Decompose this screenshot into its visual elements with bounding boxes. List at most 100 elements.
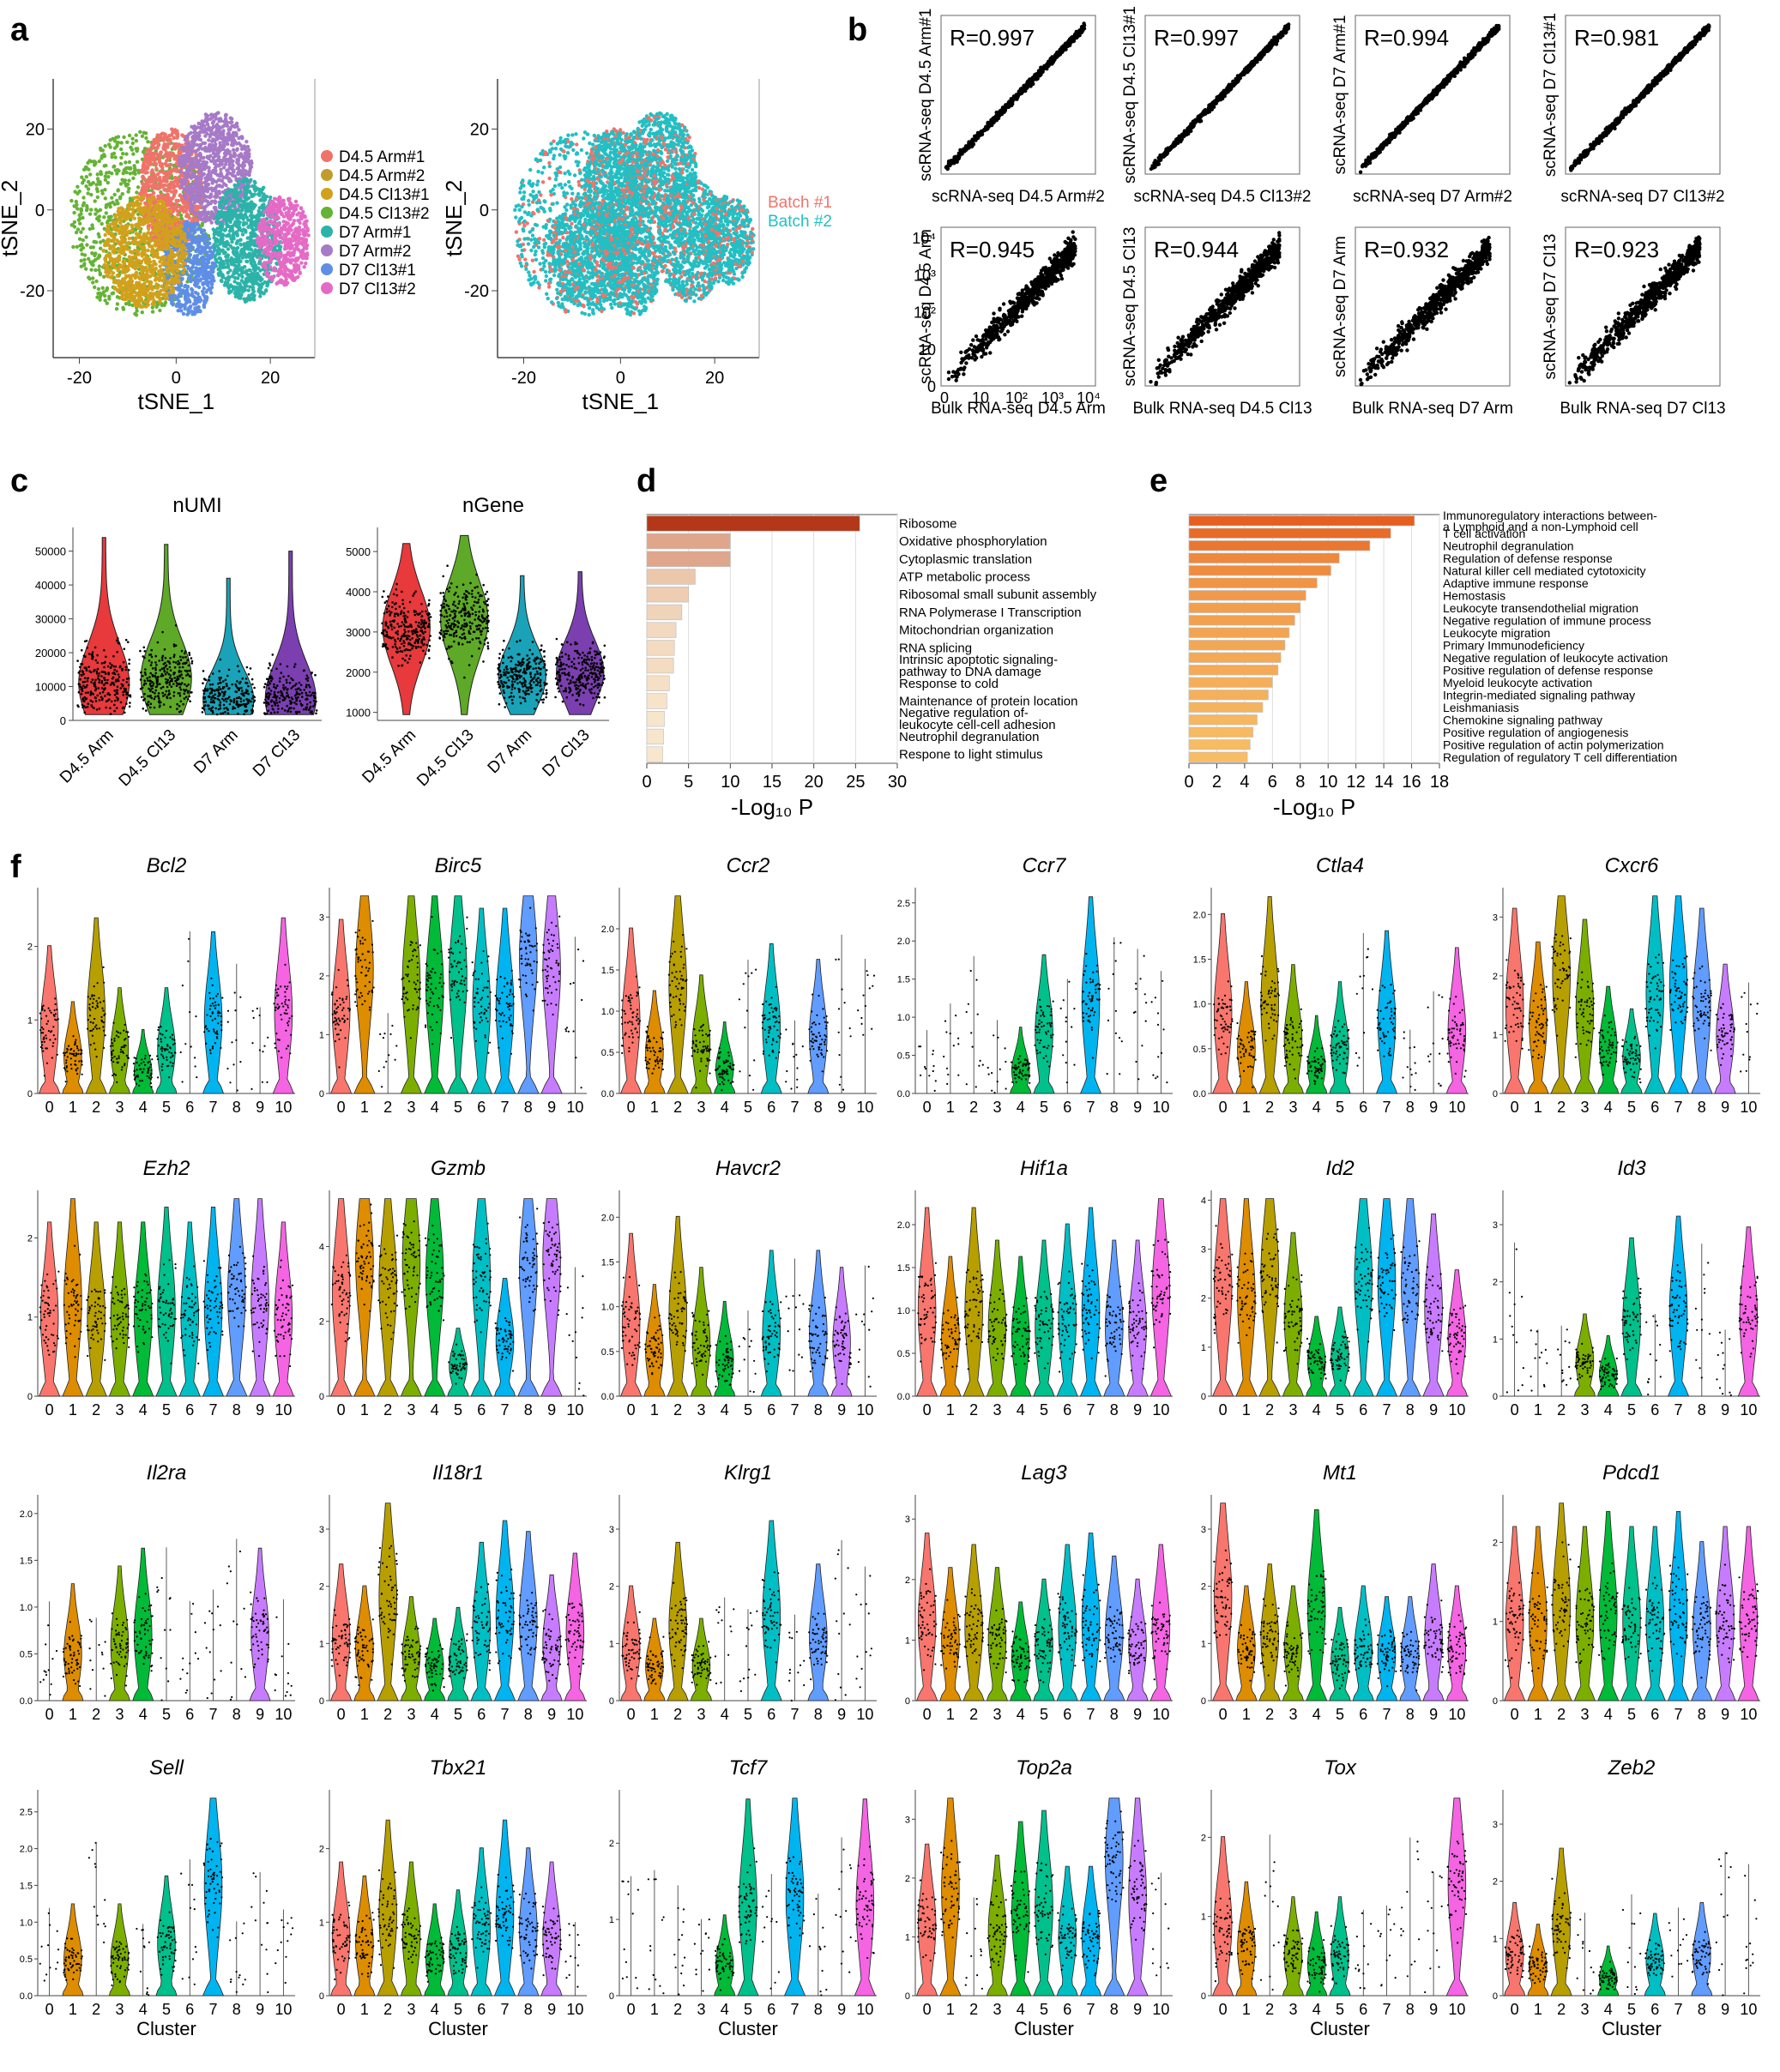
tsne-point — [257, 261, 262, 266]
tsne-point — [97, 219, 101, 223]
tsne-point — [98, 240, 103, 244]
tsne-point — [286, 257, 291, 262]
tsne-point — [267, 260, 271, 264]
tsne-point — [167, 142, 172, 146]
tsne-point — [181, 311, 186, 316]
tsne-point — [214, 215, 218, 220]
tsne-point — [187, 259, 191, 263]
tsne-point — [304, 221, 308, 226]
tsne-point — [178, 178, 183, 183]
tsne-point — [235, 232, 239, 237]
tsne-point — [243, 288, 247, 292]
tsne-point — [166, 145, 170, 149]
tsne-point — [273, 238, 277, 242]
tsne-point — [178, 193, 182, 198]
tsne-point — [136, 185, 141, 190]
tsne-point — [263, 234, 268, 239]
tsne-point — [242, 200, 246, 205]
tsne-point — [146, 224, 150, 228]
tsne-point — [145, 148, 149, 153]
tsne-point — [220, 147, 226, 152]
tsne-point — [190, 165, 195, 169]
tsne-point — [105, 301, 110, 305]
tsne-point — [91, 160, 96, 164]
tsne-point — [80, 252, 84, 256]
tsne-point — [74, 199, 79, 204]
tsne-point — [254, 219, 258, 223]
tsne-point — [106, 180, 110, 185]
tsne-point — [247, 148, 251, 153]
tsne-point — [225, 222, 229, 226]
tsne-point — [250, 216, 254, 220]
tsne-point — [116, 140, 120, 145]
tsne-point — [194, 177, 199, 181]
tsne-point — [198, 227, 203, 232]
tsne-point — [224, 112, 228, 117]
tsne-point — [159, 180, 163, 185]
tsne-point — [199, 230, 204, 235]
tsne-point — [261, 213, 266, 218]
tsne-point — [152, 137, 156, 142]
tsne-point — [158, 160, 162, 165]
tsne-point — [262, 226, 266, 230]
tsne-point — [238, 259, 243, 263]
tsne-point — [277, 196, 281, 200]
tsne-point — [113, 168, 118, 172]
tsne-point — [232, 138, 237, 142]
tsne-point — [205, 244, 209, 248]
tsne-point — [255, 214, 259, 218]
tsne-point — [281, 220, 286, 224]
tsne-point — [256, 192, 261, 196]
tsne-point — [87, 159, 92, 163]
tsne-point — [103, 298, 107, 303]
tsne-point — [103, 178, 108, 182]
tsne-point — [219, 117, 223, 121]
tsne-point — [174, 198, 178, 203]
tsne-point — [172, 186, 176, 190]
panel-letter-c: c — [10, 463, 28, 500]
tsne-point — [150, 142, 155, 147]
tsne-point — [142, 130, 146, 135]
tsne-point — [202, 189, 207, 193]
tsne-point — [172, 163, 176, 168]
tsne-point — [97, 159, 102, 164]
tsne-point — [198, 180, 202, 185]
tsne-point — [226, 233, 232, 238]
tsne-point — [202, 119, 207, 123]
tsne-point — [190, 286, 194, 292]
tsne-point — [258, 187, 263, 192]
tsne-point — [280, 236, 285, 240]
tsne-point — [161, 176, 166, 180]
tsne-point — [154, 176, 158, 180]
tsne-point — [180, 205, 184, 209]
tsne-point — [182, 171, 187, 176]
tsne-point — [102, 274, 106, 279]
tsne-point — [175, 167, 179, 172]
tsne-point — [204, 276, 208, 280]
tsne-point — [201, 199, 205, 203]
tsne-point — [237, 128, 241, 132]
tsne-point — [161, 136, 166, 140]
tsne-point — [179, 309, 184, 313]
tsne-point — [150, 305, 154, 310]
tsne-point — [196, 234, 201, 238]
tsne-point — [104, 163, 108, 168]
tsne-point — [244, 196, 249, 201]
tsne-point — [231, 148, 236, 152]
tsne-point — [287, 240, 293, 245]
tsne-point — [202, 237, 206, 241]
tsne-point — [219, 199, 224, 203]
tsne-point — [289, 228, 293, 232]
tsne-point — [221, 251, 226, 256]
tsne-point — [101, 290, 106, 294]
tsne-point — [253, 185, 258, 190]
tsne-point — [124, 160, 128, 165]
tsne-point — [274, 202, 278, 207]
tsne-point — [302, 265, 306, 269]
tsne-point — [184, 226, 189, 232]
tsne-point — [306, 233, 311, 238]
tsne-point — [186, 172, 190, 178]
tsne-point — [262, 210, 267, 214]
tsne-point — [281, 261, 285, 265]
tsne-point — [234, 132, 238, 136]
